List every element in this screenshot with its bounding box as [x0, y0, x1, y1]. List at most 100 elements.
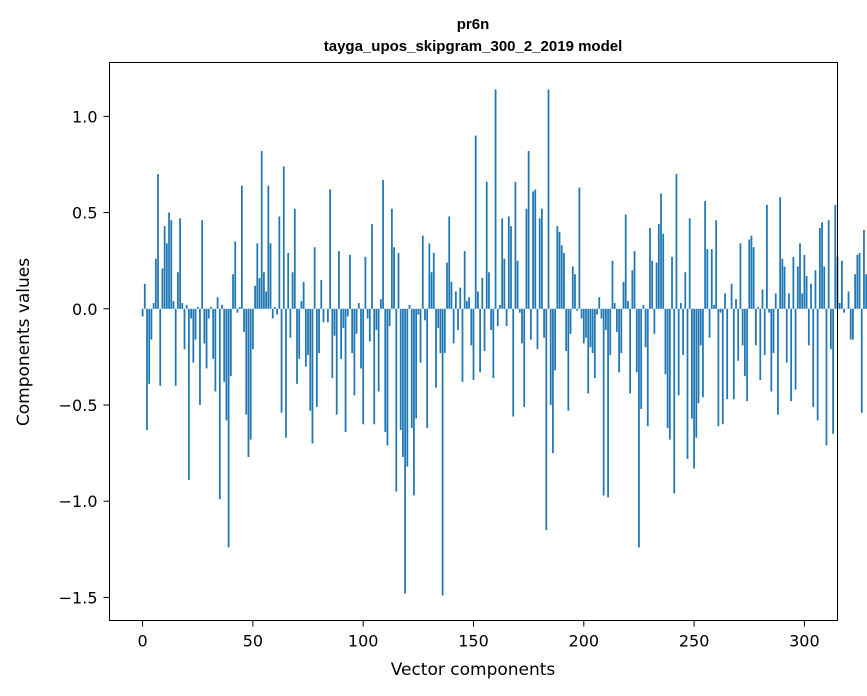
bar-155	[483, 308, 486, 352]
bar-22	[190, 308, 192, 319]
bar-124	[415, 308, 418, 419]
bar-189	[558, 231, 561, 309]
bar-59	[271, 308, 274, 319]
bar-96	[353, 308, 356, 396]
bar-68	[291, 272, 294, 309]
bar-49	[249, 308, 252, 440]
bar-199	[580, 308, 583, 319]
bar-147	[466, 301, 468, 309]
bar-52	[256, 243, 259, 309]
bar-111	[386, 308, 389, 446]
bar-21	[188, 308, 190, 481]
bar-160	[494, 89, 497, 309]
bar-255	[704, 201, 707, 309]
bar-8	[159, 308, 162, 386]
bar-120	[406, 308, 409, 467]
bar-288	[777, 308, 779, 415]
bar-250	[693, 308, 695, 469]
bar-29	[205, 308, 208, 369]
bar-119	[404, 308, 406, 594]
bar-60	[274, 306, 276, 309]
bar-103	[368, 308, 371, 342]
bar-7	[157, 174, 159, 309]
bar-70	[296, 308, 298, 384]
x-tick-label: 100	[348, 632, 379, 651]
bar-54	[260, 151, 263, 309]
bar-89	[338, 251, 340, 309]
bar-130	[428, 243, 431, 309]
bar-245	[682, 308, 684, 355]
bar-182	[543, 308, 545, 338]
bar-116	[397, 252, 400, 309]
bar-153	[479, 308, 481, 373]
bar-94	[349, 254, 351, 309]
bar-112	[388, 308, 391, 327]
bar-56	[265, 291, 268, 309]
bar-90	[340, 308, 343, 359]
bar-273	[743, 308, 746, 377]
bar-179	[536, 308, 539, 350]
bar-26	[199, 308, 201, 405]
bar-86	[331, 308, 334, 379]
bar-101	[364, 256, 367, 309]
bar-217	[620, 308, 623, 354]
bar-284	[768, 308, 770, 313]
bar-107	[377, 308, 380, 392]
bar-74	[304, 308, 307, 367]
bar-145	[461, 308, 464, 382]
bar-313	[832, 308, 834, 434]
bar-181	[541, 208, 543, 309]
bar-61	[276, 308, 279, 315]
bar-20	[185, 304, 188, 309]
bar-98	[357, 303, 360, 309]
bar-243	[677, 308, 680, 396]
bar-291	[783, 266, 786, 309]
bar-38	[225, 308, 228, 421]
bar-122	[410, 308, 413, 429]
bar-47	[245, 308, 248, 415]
bar-176	[529, 308, 532, 340]
bar-159	[492, 308, 495, 379]
bar-268	[732, 308, 735, 400]
bar-324	[856, 254, 859, 309]
x-tick-label: 50	[243, 632, 263, 651]
bar-276	[750, 235, 753, 309]
bar-84	[327, 308, 329, 323]
bar-321	[849, 308, 852, 340]
bar-55	[263, 272, 265, 309]
bar-327	[863, 229, 865, 309]
bar-191	[563, 252, 565, 309]
bar-39	[227, 308, 230, 548]
bar-204	[591, 308, 594, 354]
bar-236	[662, 233, 665, 309]
bar-31	[210, 306, 212, 309]
bar-76	[309, 308, 312, 411]
bar-224	[635, 308, 638, 373]
bar-3	[148, 308, 151, 384]
bar-91	[342, 308, 345, 329]
bar-158	[490, 308, 493, 330]
bar-318	[843, 308, 845, 313]
bar-317	[841, 260, 843, 309]
bar-211	[607, 308, 609, 498]
bar-210	[604, 308, 607, 330]
bar-192	[565, 308, 568, 352]
bar-88	[335, 308, 338, 415]
bar-77	[311, 308, 314, 444]
bar-44	[238, 306, 241, 309]
bar-17	[179, 218, 181, 309]
bar-202	[587, 308, 590, 394]
bar-267	[730, 283, 733, 309]
bar-134	[437, 308, 440, 329]
bar-262	[719, 308, 722, 313]
bar-40	[229, 308, 232, 377]
bar-259	[713, 304, 715, 309]
chart-title: pr6n	[457, 16, 490, 33]
bar-289	[779, 197, 782, 309]
bar-141	[452, 308, 455, 344]
bar-286	[772, 308, 775, 354]
bar-138	[446, 262, 448, 309]
bar-295	[792, 256, 795, 309]
bar-170	[516, 260, 519, 309]
bar-80	[318, 308, 320, 354]
